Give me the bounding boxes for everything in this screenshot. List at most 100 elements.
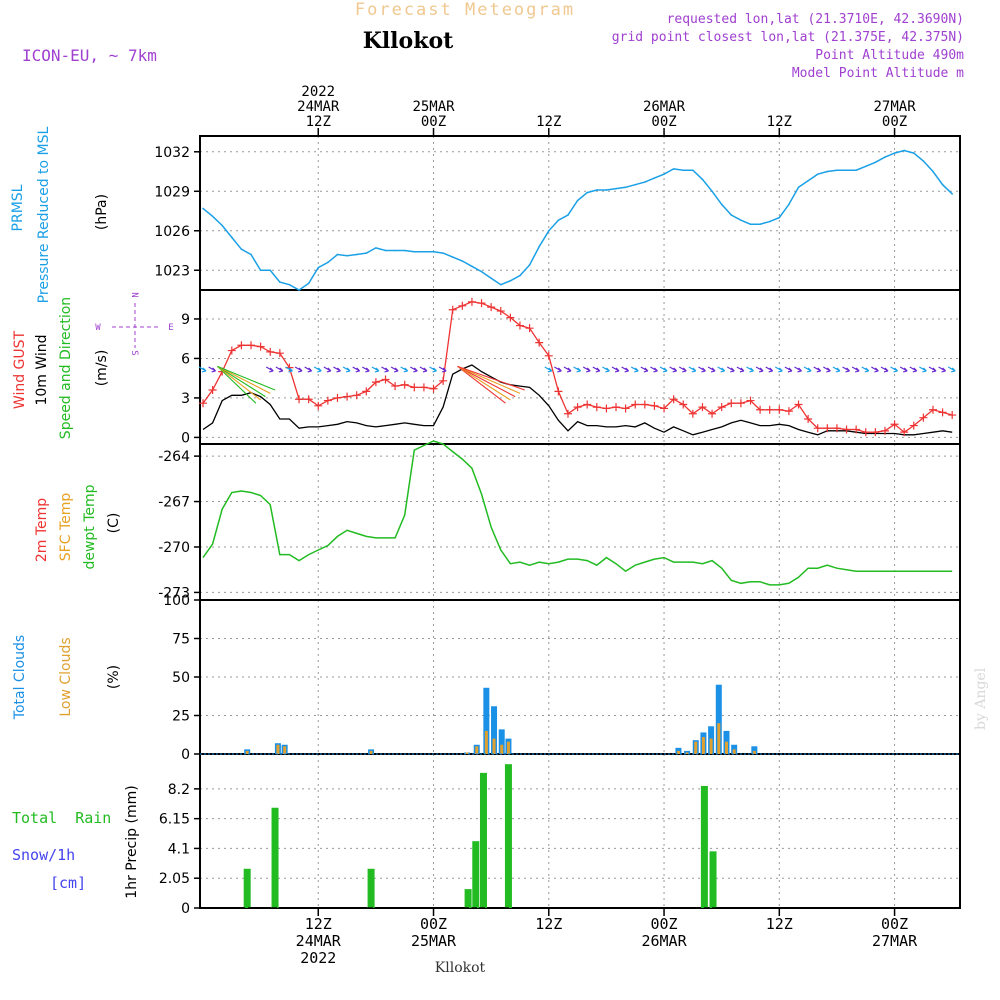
wind-direction-arrow bbox=[775, 366, 783, 373]
wind-direction-arrow bbox=[890, 366, 898, 373]
x-tick-label-bottom: 26MAR bbox=[641, 932, 687, 950]
x-tick-label-bottom: 27MAR bbox=[872, 932, 918, 950]
pressure-point bbox=[288, 283, 291, 286]
y-tick-label: 6 bbox=[181, 351, 190, 367]
pressure-point bbox=[567, 214, 569, 216]
gust-marker bbox=[631, 400, 640, 409]
pressure-point bbox=[317, 266, 320, 269]
y-tick-label: 9 bbox=[181, 312, 190, 328]
gust-marker bbox=[323, 396, 332, 405]
gust-marker bbox=[227, 346, 236, 355]
wind-direction-arrow bbox=[419, 366, 428, 373]
precip-bar bbox=[243, 868, 251, 908]
panel-frame bbox=[199, 289, 961, 445]
total-clouds-label: Total Clouds bbox=[12, 635, 28, 720]
gust-marker bbox=[698, 403, 707, 412]
wind-direction-arrow bbox=[880, 366, 889, 373]
pressure-point bbox=[634, 183, 637, 186]
wind-direction-arrow bbox=[285, 366, 293, 373]
wind-direction-arrow bbox=[217, 365, 261, 401]
pressure-point bbox=[279, 281, 281, 283]
pressure-point bbox=[442, 252, 444, 254]
y-tick-label: 75 bbox=[172, 632, 190, 648]
precip-bar bbox=[504, 764, 512, 908]
wind-direction-arrow bbox=[717, 366, 726, 373]
pressure-point bbox=[327, 261, 329, 264]
gust-marker bbox=[343, 392, 352, 401]
wind-direction-arrow bbox=[217, 365, 266, 398]
x-tick-label-top: 12Z bbox=[306, 114, 331, 130]
wind-direction-arrow bbox=[803, 366, 812, 373]
pressure-point bbox=[778, 216, 781, 219]
gust-marker bbox=[928, 405, 937, 414]
gust-marker bbox=[429, 384, 438, 393]
total-rain-label: Total Rain bbox=[12, 809, 111, 827]
wind-direction-arrow bbox=[217, 365, 257, 404]
wind-direction-arrow bbox=[746, 366, 754, 373]
temp-sfc-label: SFC Temp bbox=[58, 493, 74, 562]
y-tick-label: 0 bbox=[181, 901, 190, 917]
gust-marker bbox=[266, 347, 275, 356]
pressure-point bbox=[788, 203, 790, 206]
total-clouds-bar bbox=[715, 684, 722, 754]
gust-marker bbox=[362, 387, 371, 396]
gust-marker bbox=[784, 407, 793, 416]
pressure-point bbox=[547, 229, 550, 232]
pressure-point bbox=[730, 214, 733, 216]
wind-series-line bbox=[202, 364, 953, 436]
wind-direction-arrow bbox=[871, 366, 879, 373]
wind-direction-arrow bbox=[217, 365, 276, 391]
wind-direction-arrow bbox=[726, 366, 735, 373]
pressure-point bbox=[884, 156, 886, 158]
gust-marker bbox=[199, 399, 207, 408]
gust-marker bbox=[948, 411, 957, 420]
wind-direction-arrow bbox=[457, 365, 511, 401]
wind-direction-arrow bbox=[736, 366, 745, 373]
compass-e: E bbox=[168, 323, 173, 333]
x-tick-label-top: 2022 bbox=[301, 84, 335, 100]
low-clouds-label: Low Clouds bbox=[58, 637, 74, 716]
wind-direction-arrow bbox=[457, 365, 525, 391]
pressure-point bbox=[596, 189, 598, 191]
gust-marker bbox=[823, 424, 832, 433]
wind-direction-arrow bbox=[928, 366, 937, 373]
pressure-point bbox=[893, 152, 896, 154]
dewpt-series-line bbox=[202, 440, 953, 586]
pressure-point bbox=[250, 253, 252, 256]
compass-n: N bbox=[129, 292, 139, 297]
gust-marker bbox=[650, 401, 659, 410]
gust-marker bbox=[381, 375, 390, 384]
gust-marker bbox=[592, 403, 601, 412]
gust-marker bbox=[554, 387, 563, 396]
pressure-point bbox=[682, 169, 685, 172]
gust-marker bbox=[717, 403, 726, 412]
total-clouds-bar bbox=[498, 729, 505, 754]
wind-direction-arrow bbox=[198, 366, 207, 373]
low-clouds-bar bbox=[465, 752, 469, 754]
gust-marker bbox=[333, 393, 342, 402]
wind-direction-arrow bbox=[784, 366, 793, 373]
low-clouds-bar bbox=[245, 750, 249, 754]
gust-marker bbox=[352, 391, 361, 400]
wind-direction-arrow bbox=[381, 366, 389, 373]
gust-marker bbox=[736, 399, 745, 408]
pressure-point bbox=[423, 251, 425, 253]
pressure-point bbox=[797, 186, 800, 189]
pressure-point bbox=[845, 169, 848, 172]
wind-direction-arrow bbox=[842, 366, 850, 373]
gust-marker bbox=[314, 401, 323, 410]
low-clouds-bar bbox=[500, 744, 504, 754]
gust-marker bbox=[813, 424, 822, 433]
pressure-point bbox=[461, 260, 464, 262]
pressure-point bbox=[432, 251, 435, 253]
pressure-point bbox=[336, 253, 339, 256]
snow-unit: [cm] bbox=[50, 874, 86, 892]
chart-title: Forecast Meteogram bbox=[355, 0, 575, 20]
pressure-point bbox=[451, 256, 454, 258]
pressure-point bbox=[605, 189, 608, 191]
wind-direction-arrow bbox=[457, 365, 516, 398]
precip-bar bbox=[367, 868, 375, 908]
gust-marker bbox=[938, 408, 947, 417]
x-tick-label-top: 24MAR bbox=[297, 99, 340, 115]
